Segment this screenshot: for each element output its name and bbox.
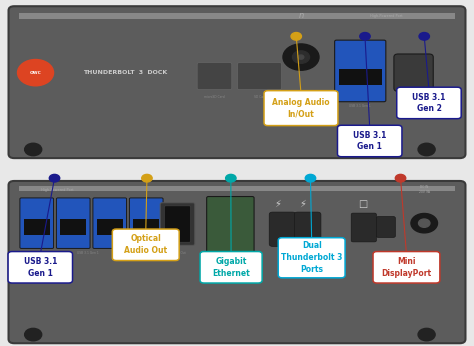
FancyBboxPatch shape (20, 198, 54, 248)
Circle shape (395, 174, 406, 182)
FancyBboxPatch shape (278, 238, 345, 278)
Text: THUNDERBOLT  3  DOCK: THUNDERBOLT 3 DOCK (83, 70, 168, 75)
Circle shape (226, 174, 236, 182)
FancyBboxPatch shape (207, 197, 254, 255)
Circle shape (49, 174, 60, 182)
Bar (19, 13, 455, 19)
Circle shape (411, 213, 438, 233)
FancyBboxPatch shape (394, 54, 433, 91)
Text: ⚡: ⚡ (299, 199, 306, 209)
Text: □: □ (358, 199, 367, 209)
Circle shape (419, 33, 429, 40)
FancyBboxPatch shape (93, 198, 127, 248)
Text: microSD Card: microSD Card (204, 95, 225, 99)
Text: USB 3.1 Gen 1: USB 3.1 Gen 1 (77, 251, 99, 255)
Text: Optical
Audio Out: Optical Audio Out (124, 234, 167, 255)
FancyBboxPatch shape (112, 229, 179, 261)
Circle shape (291, 33, 301, 40)
Text: n: n (298, 11, 304, 20)
Text: High-Powered Port: High-Powered Port (370, 13, 403, 18)
FancyBboxPatch shape (376, 217, 395, 237)
Bar (97, 219, 123, 235)
Text: OWC: OWC (29, 71, 42, 75)
FancyBboxPatch shape (9, 181, 465, 343)
Text: USB 3.1 Gen 2: USB 3.1 Gen 2 (403, 98, 425, 102)
FancyBboxPatch shape (264, 91, 338, 126)
Text: Gigabit
Ethernet: Gigabit Ethernet (212, 257, 250, 278)
Circle shape (283, 44, 319, 70)
Bar (339, 69, 382, 85)
Circle shape (419, 219, 430, 227)
Text: Dual
Thunderbolt 3
Ports: Dual Thunderbolt 3 Ports (281, 242, 342, 274)
Text: High-Powered Port: High-Powered Port (40, 188, 73, 192)
Text: USB 3.1 Gen 1: USB 3.1 Gen 1 (349, 104, 371, 108)
FancyBboxPatch shape (237, 63, 282, 90)
FancyBboxPatch shape (351, 213, 376, 242)
Text: Mini
DisplayPort: Mini DisplayPort (382, 257, 431, 278)
FancyBboxPatch shape (294, 212, 321, 246)
Text: ⚡: ⚡ (274, 199, 281, 209)
FancyBboxPatch shape (197, 63, 232, 90)
Bar (19, 186, 455, 191)
Text: S/PDIF Out: S/PDIF Out (170, 251, 186, 255)
FancyBboxPatch shape (397, 87, 461, 119)
Bar (60, 219, 86, 235)
Text: SD Card: SD Card (254, 95, 266, 99)
Circle shape (25, 328, 42, 341)
Bar (24, 219, 50, 235)
Bar (133, 219, 159, 235)
FancyBboxPatch shape (164, 206, 191, 242)
FancyBboxPatch shape (269, 212, 296, 246)
Circle shape (25, 143, 42, 156)
FancyBboxPatch shape (56, 198, 90, 248)
Text: USB 3.1
Gen 1: USB 3.1 Gen 1 (353, 130, 386, 152)
Text: ...: ... (227, 255, 234, 262)
Text: DC IN
20V 9A: DC IN 20V 9A (419, 185, 429, 194)
FancyBboxPatch shape (373, 252, 440, 283)
Circle shape (298, 55, 304, 59)
Circle shape (418, 328, 435, 341)
Circle shape (305, 174, 316, 182)
FancyBboxPatch shape (8, 252, 73, 283)
FancyBboxPatch shape (335, 40, 386, 102)
Text: USB 3.1
Gen 2: USB 3.1 Gen 2 (412, 92, 446, 113)
Circle shape (292, 51, 310, 63)
Text: USB 3.1
Gen 1: USB 3.1 Gen 1 (24, 257, 57, 278)
Text: Analog Audio
In/Out: Analog Audio In/Out (272, 98, 330, 119)
FancyBboxPatch shape (9, 6, 465, 158)
Circle shape (418, 143, 435, 156)
FancyBboxPatch shape (337, 125, 402, 157)
Circle shape (142, 174, 152, 182)
Circle shape (360, 33, 370, 40)
FancyBboxPatch shape (160, 203, 195, 245)
FancyBboxPatch shape (129, 198, 163, 248)
FancyBboxPatch shape (200, 252, 262, 283)
Circle shape (18, 60, 54, 86)
